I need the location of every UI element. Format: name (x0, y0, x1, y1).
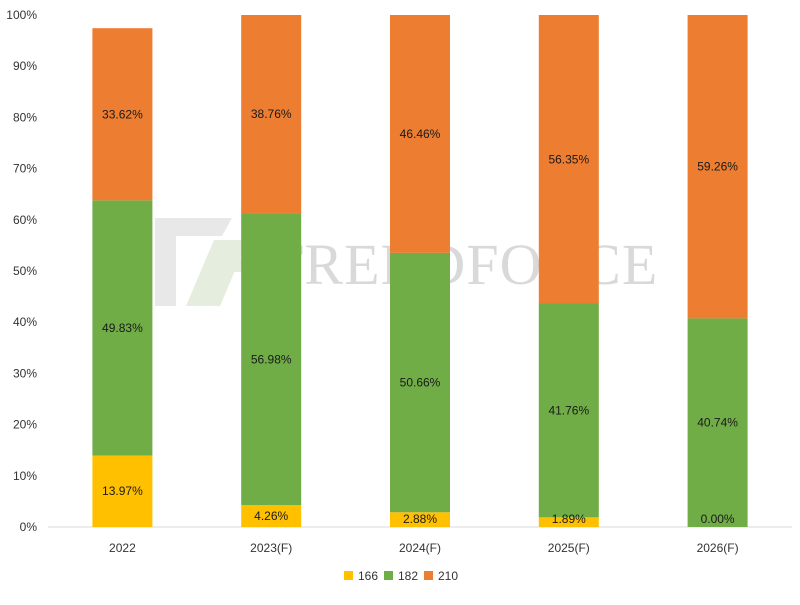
data-label-210: 56.35% (548, 152, 589, 166)
x-tick-label: 2023(F) (250, 541, 292, 555)
x-tick-label: 2024(F) (399, 541, 441, 555)
legend: 166 182 210 (344, 569, 458, 583)
data-label-210: 33.62% (102, 107, 143, 121)
y-tick-label: 0% (20, 520, 38, 534)
x-tick-label: 2022 (109, 541, 136, 555)
data-label-182: 50.66% (400, 376, 441, 390)
watermark-logo-mark (155, 218, 232, 306)
watermark-text: TRENDFORCE (268, 232, 658, 297)
data-label-210: 59.26% (697, 160, 738, 174)
data-label-166: 13.97% (102, 484, 143, 498)
bar-segment-210 (241, 15, 302, 214)
bar-segment-166 (92, 455, 153, 527)
bar-segment-210 (390, 15, 450, 253)
data-label-182: 49.83% (102, 321, 143, 335)
bars (92, 15, 748, 527)
bar-segment-182 (92, 200, 153, 456)
legend-label-210: 210 (438, 569, 458, 583)
bar-segment-182 (390, 252, 450, 513)
x-axis: 2022 2023(F) 2024(F) 2025(F) 2026(F) (109, 541, 739, 555)
watermark-logo-bar (208, 258, 250, 272)
y-tick-label: 90% (13, 59, 37, 73)
x-tick-label: 2025(F) (548, 541, 590, 555)
data-label-182: 41.76% (548, 403, 589, 417)
legend-swatch-210 (424, 571, 433, 580)
data-label-210: 46.46% (400, 127, 441, 141)
y-tick-label: 70% (13, 162, 37, 176)
data-label-166: 4.26% (254, 509, 288, 523)
y-tick-label: 100% (6, 8, 37, 22)
x-tick-label: 2026(F) (697, 541, 739, 555)
y-tick-label: 20% (13, 418, 37, 432)
watermark-logo-slash (186, 240, 248, 306)
y-tick-label: 80% (13, 110, 37, 124)
data-label-166: 1.89% (552, 512, 586, 526)
bar-segment-182 (687, 318, 748, 527)
bar-segment-210 (687, 15, 748, 319)
data-label-210: 38.76% (251, 107, 292, 121)
y-tick-label: 60% (13, 213, 37, 227)
data-label-182: 56.98% (251, 352, 292, 366)
y-tick-label: 50% (13, 264, 37, 278)
bar-segment-182 (538, 303, 599, 518)
bar-segment-166 (241, 505, 302, 527)
bar-segment-166 (538, 517, 599, 527)
legend-swatch-166 (344, 571, 353, 580)
y-tick-label: 10% (13, 469, 37, 483)
data-label-166: 0.00% (701, 512, 735, 526)
data-label-166: 2.88% (403, 512, 437, 526)
bar-segment-166 (390, 512, 450, 527)
bar-segment-182 (241, 213, 302, 506)
legend-label-166: 166 (358, 569, 378, 583)
y-tick-label: 40% (13, 315, 37, 329)
bar-segment-210 (538, 15, 599, 304)
y-axis: 0% 10% 20% 30% 40% 50% 60% 70% 80% 90% 100% (6, 8, 37, 534)
legend-label-182: 182 (398, 569, 418, 583)
legend-swatch-182 (384, 571, 393, 580)
bar-segment-210 (92, 28, 153, 201)
data-labels: 13.97% 49.83% 33.62% 4.26% 56.98% 38.76% 2.88%… (102, 107, 738, 526)
data-label-182: 40.74% (697, 416, 738, 430)
y-tick-label: 30% (13, 366, 37, 380)
